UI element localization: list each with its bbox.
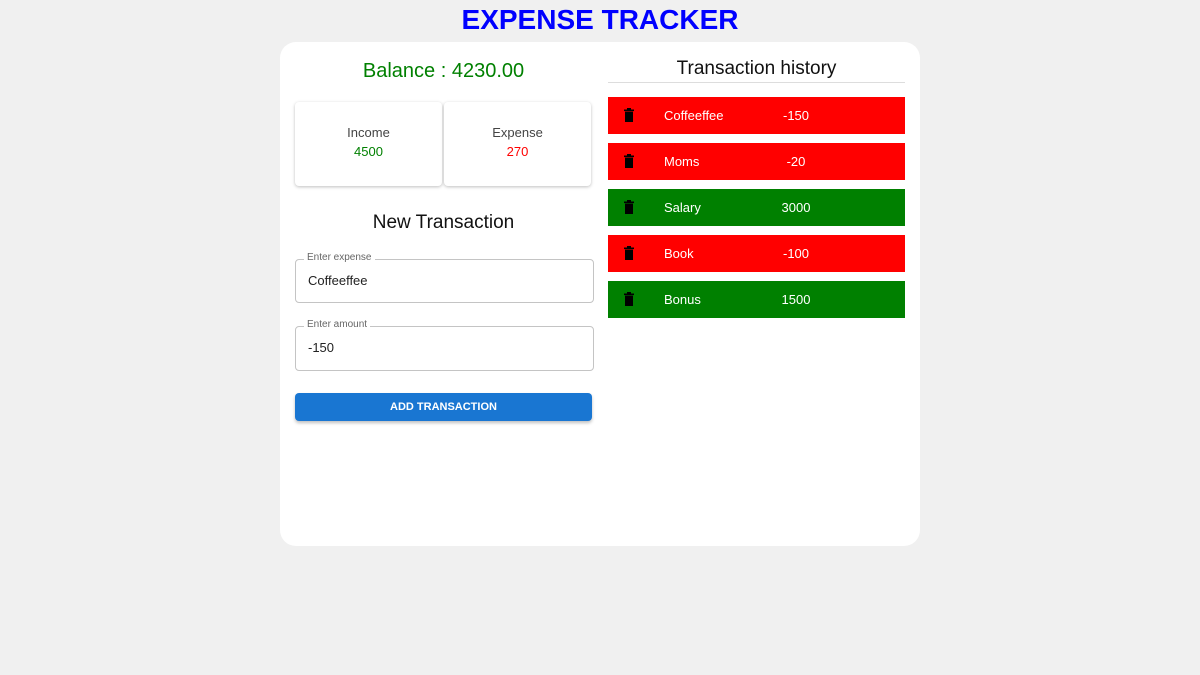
- transaction-amount: -100: [782, 246, 810, 261]
- amount-input[interactable]: [306, 339, 580, 356]
- add-transaction-button[interactable]: ADD TRANSACTION: [295, 393, 592, 421]
- trash-icon[interactable]: [624, 246, 634, 260]
- transaction-row: Bonus 1500: [608, 281, 905, 318]
- transaction-amount: -20: [786, 154, 806, 169]
- transaction-name: Moms: [664, 154, 700, 169]
- transaction-row: Coffeeffee -150: [608, 97, 905, 134]
- balance: Balance : 4230.00: [362, 60, 525, 82]
- transaction-amount: -150: [782, 108, 810, 123]
- transaction-row: Salary 3000: [608, 189, 905, 226]
- expense-value: 270: [506, 144, 529, 159]
- new-transaction-heading: New Transaction: [372, 212, 515, 233]
- expense-input[interactable]: [306, 272, 580, 289]
- trash-icon[interactable]: [624, 108, 634, 122]
- expense-field[interactable]: Enter expense: [295, 252, 594, 303]
- transaction-row: Book -100: [608, 235, 905, 272]
- income-label: Income: [347, 125, 390, 140]
- transaction-name: Bonus: [664, 292, 701, 307]
- transaction-row: Moms -20: [608, 143, 905, 180]
- trash-icon[interactable]: [624, 200, 634, 214]
- expense-field-label: Enter expense: [304, 252, 375, 263]
- expense-label: Expense: [492, 125, 543, 140]
- expense-box: Expense 270: [444, 102, 591, 186]
- transaction-name: Book: [664, 246, 694, 261]
- amount-field[interactable]: Enter amount: [295, 319, 594, 371]
- transaction-name: Salary: [664, 200, 701, 215]
- tracker-card: Balance : 4230.00 Income 4500 Expense 27…: [280, 42, 920, 546]
- transaction-amount: 3000: [781, 200, 811, 215]
- trash-icon[interactable]: [624, 154, 634, 168]
- income-box: Income 4500: [295, 102, 442, 186]
- transaction-amount: 1500: [781, 292, 811, 307]
- history-heading: Transaction history: [608, 58, 905, 83]
- transaction-name: Coffeeffee: [664, 108, 724, 123]
- app-title: EXPENSE TRACKER: [461, 4, 739, 35]
- amount-field-label: Enter amount: [304, 319, 371, 330]
- income-value: 4500: [354, 144, 383, 159]
- trash-icon[interactable]: [624, 292, 634, 306]
